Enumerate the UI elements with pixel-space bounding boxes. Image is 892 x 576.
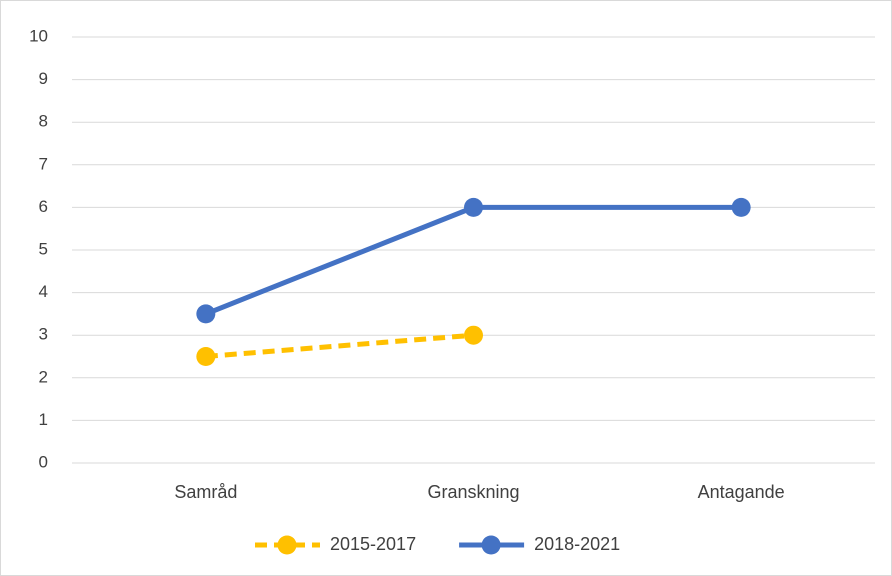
y-tick-label: 2 bbox=[39, 367, 48, 386]
point bbox=[464, 197, 483, 217]
point bbox=[464, 325, 483, 345]
y-tick-label: 7 bbox=[39, 154, 48, 173]
legend-label: 2018-2021 bbox=[534, 534, 620, 554]
point bbox=[196, 304, 216, 324]
legend-marker bbox=[481, 535, 501, 555]
x-tick-label: Granskning bbox=[427, 482, 519, 502]
x-tick-label: Antagande bbox=[698, 482, 785, 502]
y-tick-label: 9 bbox=[39, 69, 48, 88]
legend-marker bbox=[277, 535, 297, 555]
y-tick-label: 10 bbox=[29, 26, 48, 45]
x-tick-label: Samråd bbox=[174, 482, 237, 502]
y-tick-label: 1 bbox=[39, 410, 48, 429]
y-tick-label: 6 bbox=[39, 197, 48, 216]
series-line bbox=[205, 332, 474, 359]
legend-label: 2015-2017 bbox=[330, 534, 416, 554]
y-tick-label: 3 bbox=[39, 325, 48, 344]
point bbox=[196, 347, 216, 366]
y-tick-label: 0 bbox=[39, 452, 48, 471]
y-tick-label: 5 bbox=[39, 239, 48, 258]
y-tick-label: 4 bbox=[39, 282, 48, 301]
y-tick-label: 8 bbox=[39, 112, 48, 131]
point bbox=[731, 197, 751, 217]
